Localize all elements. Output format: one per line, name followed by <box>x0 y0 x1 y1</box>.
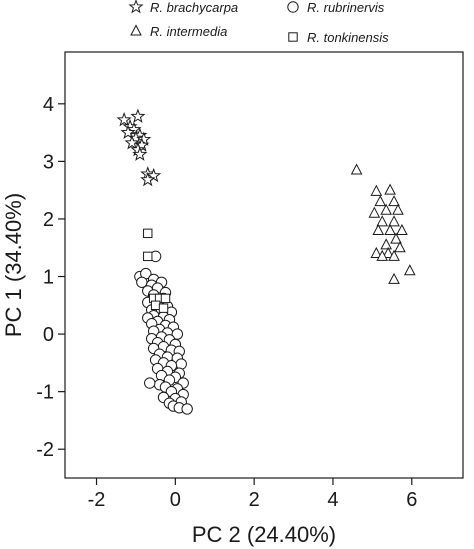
legend-item-rubrinervis: R. rubrinervis <box>287 0 385 15</box>
legend-item-intermedia: R. intermedia <box>130 24 227 39</box>
y-tick-label: -2 <box>36 439 54 461</box>
plot-frame <box>64 51 464 479</box>
data-point-star <box>116 111 132 127</box>
data-point-triangle <box>370 184 383 196</box>
data-point-star <box>120 124 136 140</box>
data-point-square <box>143 228 153 239</box>
data-point-star <box>130 108 146 123</box>
data-point-triangle <box>384 183 396 195</box>
legend-symbol-square <box>288 32 298 42</box>
data-point-star <box>126 121 142 137</box>
legend-item-brachycarpa: R. brachycarpa <box>128 0 238 15</box>
data-point-circle <box>175 358 187 370</box>
y-tick-label: -1 <box>36 382 54 404</box>
data-point-triangle <box>380 238 392 250</box>
x-tick-label: 2 <box>249 489 260 511</box>
data-point-star <box>140 171 156 187</box>
data-point-triangle <box>372 223 385 235</box>
data-point-triangle <box>388 215 400 227</box>
data-point-triangle <box>350 163 363 175</box>
x-axis-title: PC 2 (24.40%) <box>192 522 336 547</box>
x-axis: -2 0 2 4 6 <box>88 478 417 511</box>
data-point-circle <box>144 377 156 389</box>
legend-symbol-triangle <box>130 24 142 36</box>
data-point-square <box>143 251 153 262</box>
data-points <box>116 108 416 415</box>
data-point-triangle <box>374 195 387 207</box>
data-point-triangle <box>388 249 400 261</box>
x-tick-label: 0 <box>170 489 181 511</box>
data-point-triangle <box>382 246 394 258</box>
legend-item-tonkinensis: R. tonkinensis <box>288 30 389 45</box>
x-tick-label: 6 <box>406 489 417 511</box>
legend-marker-triangle <box>130 24 142 36</box>
data-point-triangle <box>388 195 400 207</box>
y-tick-label: 3 <box>43 151 54 173</box>
legend: R. brachycarpa R. rubrinervis R. interme… <box>128 0 389 45</box>
legend-label-brachycarpa: R. brachycarpa <box>150 0 238 15</box>
y-axis-title: PC 1 (34.40%) <box>1 193 26 337</box>
y-tick-label: 1 <box>43 267 54 289</box>
y-axis: -2 -1 0 1 2 3 4 <box>36 94 65 461</box>
data-point-star <box>132 146 148 161</box>
x-tick-label: -2 <box>88 489 106 511</box>
legend-label-tonkinensis: R. tonkinensis <box>307 30 389 45</box>
data-point-triangle <box>388 272 400 284</box>
legend-marker-square <box>288 32 298 42</box>
data-point-triangle <box>368 206 381 218</box>
data-point-triangle <box>394 241 406 253</box>
data-point-square <box>150 300 161 310</box>
legend-marker-circle <box>287 1 299 13</box>
y-tick-label: 0 <box>43 324 54 346</box>
data-point-triangle <box>390 232 402 244</box>
data-point-triangle <box>380 203 392 215</box>
legend-symbol-star <box>128 0 144 14</box>
data-point-square <box>158 303 169 313</box>
legend-symbol-circle <box>287 1 299 13</box>
data-point-triangle <box>376 249 389 261</box>
data-point-circle <box>181 403 193 415</box>
legend-label-rubrinervis: R. rubrinervis <box>307 0 385 15</box>
data-point-triangle <box>392 203 404 215</box>
x-tick-label: 4 <box>327 489 338 511</box>
data-point-star <box>124 135 140 150</box>
y-tick-label: 4 <box>43 94 54 116</box>
data-point-triangle <box>370 246 383 258</box>
data-point-square <box>160 293 171 304</box>
data-point-triangle <box>396 223 408 235</box>
data-point-triangle <box>403 264 416 276</box>
legend-marker-star <box>128 0 144 14</box>
data-point-star <box>136 131 152 146</box>
y-tick-label: 2 <box>43 209 54 231</box>
data-point-triangle <box>384 223 396 235</box>
legend-label-intermedia: R. intermedia <box>150 24 227 39</box>
data-point-triangle <box>376 215 389 227</box>
